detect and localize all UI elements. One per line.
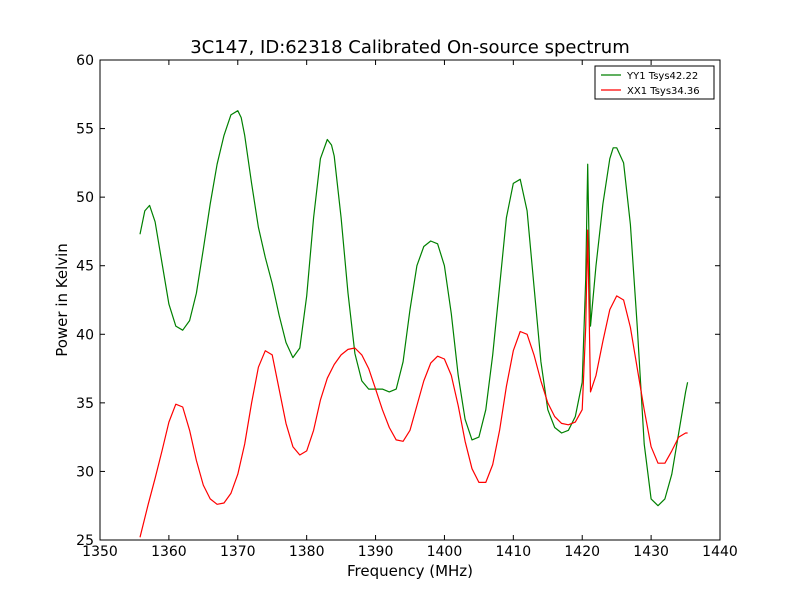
chart-title: 3C147, ID:62318 Calibrated On-source spe…: [190, 37, 630, 58]
y-axis: 25 30 35 40 45 50 55 60: [76, 53, 720, 549]
plot-area: [100, 60, 720, 540]
x-tick-label: 1350: [82, 544, 118, 560]
x-tick-label: 1420: [564, 544, 600, 560]
x-tick-label: 1390: [358, 544, 394, 560]
plot-frame: [99, 59, 721, 541]
x-tick-label: 1410: [496, 544, 532, 560]
x-axis-label: Frequency (MHz): [347, 562, 473, 580]
x-tick-label: 1360: [151, 544, 187, 560]
series-layer: [139, 110, 689, 538]
series-line-2: [139, 229, 688, 538]
x-tick-label: 1380: [289, 544, 325, 560]
y-tick-label: 45: [76, 259, 94, 275]
x-axis: 1350 1360 1370 1380 1390 1400 1410 1420 1430 1440: [82, 60, 738, 560]
x-tick-label: 1430: [633, 544, 669, 560]
y-tick-label: 60: [76, 53, 94, 69]
x-tick-label: 1370: [220, 544, 256, 560]
x-tick-label: 1440: [702, 544, 738, 560]
y-tick-label: 55: [76, 122, 94, 138]
y-tick-label: 25: [76, 533, 94, 549]
x-tick-label: 1400: [427, 544, 463, 560]
y-axis-label: Power in Kelvin: [53, 243, 71, 357]
y-tick-label: 35: [76, 396, 94, 412]
y-tick-label: 50: [76, 190, 94, 206]
legend-box: [594, 65, 715, 100]
y-tick-label: 30: [76, 464, 94, 480]
series-line-1: [139, 110, 689, 507]
legend-entry-label: XX1 Tsys34.36: [627, 86, 700, 97]
legend: YY1 Tsys42.22 XX1 Tsys34.36: [594, 65, 715, 100]
legend-entry-label: YY1 Tsys42.22: [626, 71, 698, 82]
y-tick-label: 40: [76, 327, 94, 343]
